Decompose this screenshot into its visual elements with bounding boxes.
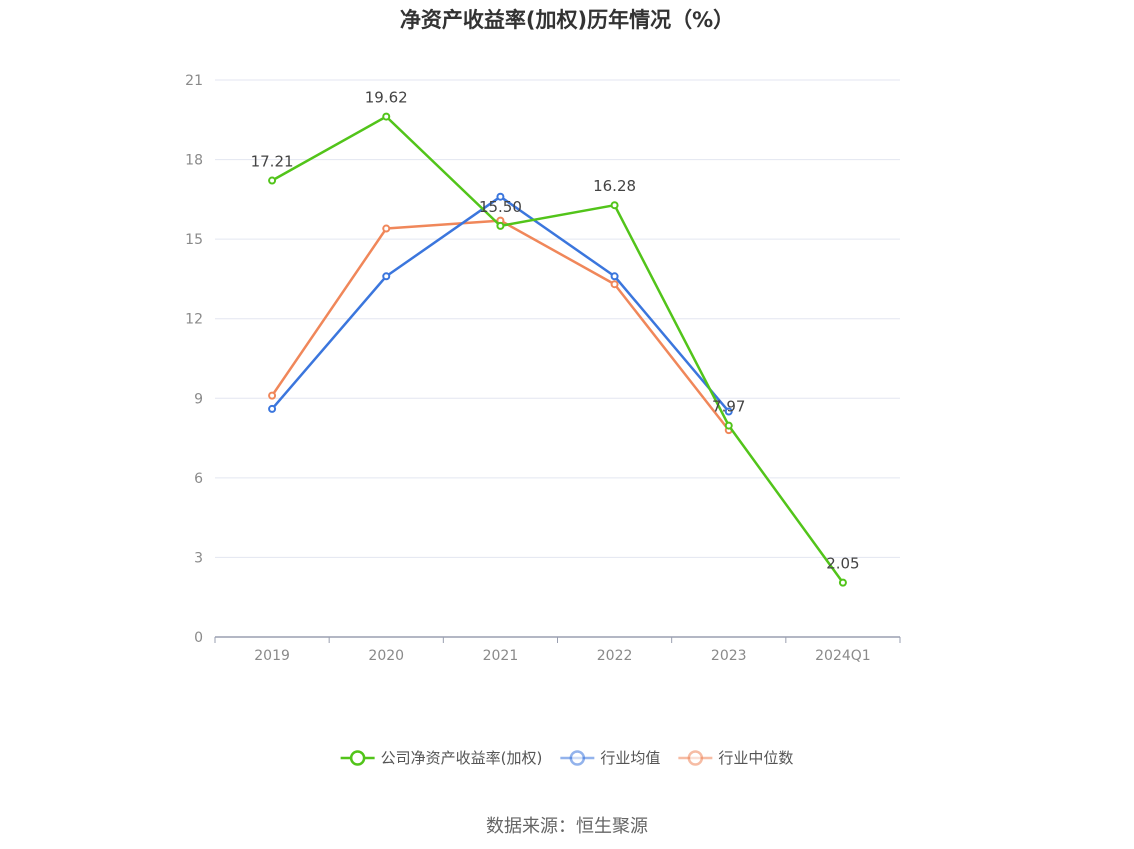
data-label: 17.21: [251, 153, 294, 171]
data-label: 15.50: [479, 198, 522, 216]
data-point[interactable]: [268, 391, 277, 400]
y-tick-label: 21: [185, 73, 203, 89]
y-tick-label: 0: [194, 630, 203, 646]
data-point[interactable]: [610, 280, 619, 289]
x-tick-label: 2024Q1: [815, 648, 871, 664]
y-tick-label: 3: [194, 550, 203, 566]
data-point[interactable]: [268, 404, 277, 413]
legend-circle-icon: [569, 750, 586, 766]
data-label: 19.62: [365, 89, 408, 107]
series-lines: [268, 112, 847, 587]
legend-circle-icon: [349, 750, 366, 766]
legend-label: 行业均值: [600, 749, 660, 767]
data-point[interactable]: [724, 407, 733, 416]
x-tick-label: 2020: [368, 648, 404, 664]
x-tick-label: 2019: [254, 648, 290, 664]
data-point[interactable]: [610, 201, 619, 210]
legend-label: 公司净资产收益率(加权): [381, 749, 543, 767]
legend-label: 行业中位数: [718, 749, 793, 767]
legend[interactable]: 公司净资产收益率(加权) 行业均值 行业中位数: [340, 749, 794, 767]
source-note: 数据来源：恒生聚源: [486, 816, 648, 837]
data-point[interactable]: [610, 272, 619, 281]
y-tick-label: 15: [185, 232, 203, 248]
data-label: 7.97: [712, 398, 745, 416]
chart-title: 净资产收益率(加权)历年情况（%）: [399, 8, 735, 32]
legend-item-0[interactable]: 公司净资产收益率(加权): [340, 749, 543, 767]
legend-item-1[interactable]: 行业均值: [560, 749, 660, 767]
data-point[interactable]: [838, 578, 847, 587]
data-point[interactable]: [382, 272, 391, 281]
legend-circle-icon: [687, 750, 704, 766]
y-tick-label: 6: [194, 471, 203, 487]
axes: 0 3 6 9 12 15 18 21 2019 2020 2021 2022 2023 2024Q1: [185, 73, 901, 664]
x-tick-label: 2023: [711, 648, 747, 664]
data-labels: 17.21 19.62 15.50 16.28 7.97 2.05: [251, 89, 860, 573]
x-tick-label: 2021: [483, 648, 519, 664]
y-tick-label: 12: [185, 312, 203, 328]
data-point[interactable]: [496, 192, 505, 201]
data-point[interactable]: [382, 112, 391, 121]
y-tick-label: 18: [185, 153, 203, 169]
data-label: 2.05: [826, 555, 859, 573]
data-point[interactable]: [268, 176, 277, 185]
data-point[interactable]: [496, 221, 505, 230]
x-tick-label: 2022: [597, 648, 633, 664]
legend-item-2[interactable]: 行业中位数: [678, 749, 793, 767]
grid-lines: [215, 79, 900, 558]
data-label: 16.28: [593, 177, 636, 195]
data-point[interactable]: [382, 224, 391, 233]
series-line-0: [271, 115, 844, 584]
y-tick-label: 9: [194, 391, 203, 407]
data-point[interactable]: [724, 421, 733, 430]
